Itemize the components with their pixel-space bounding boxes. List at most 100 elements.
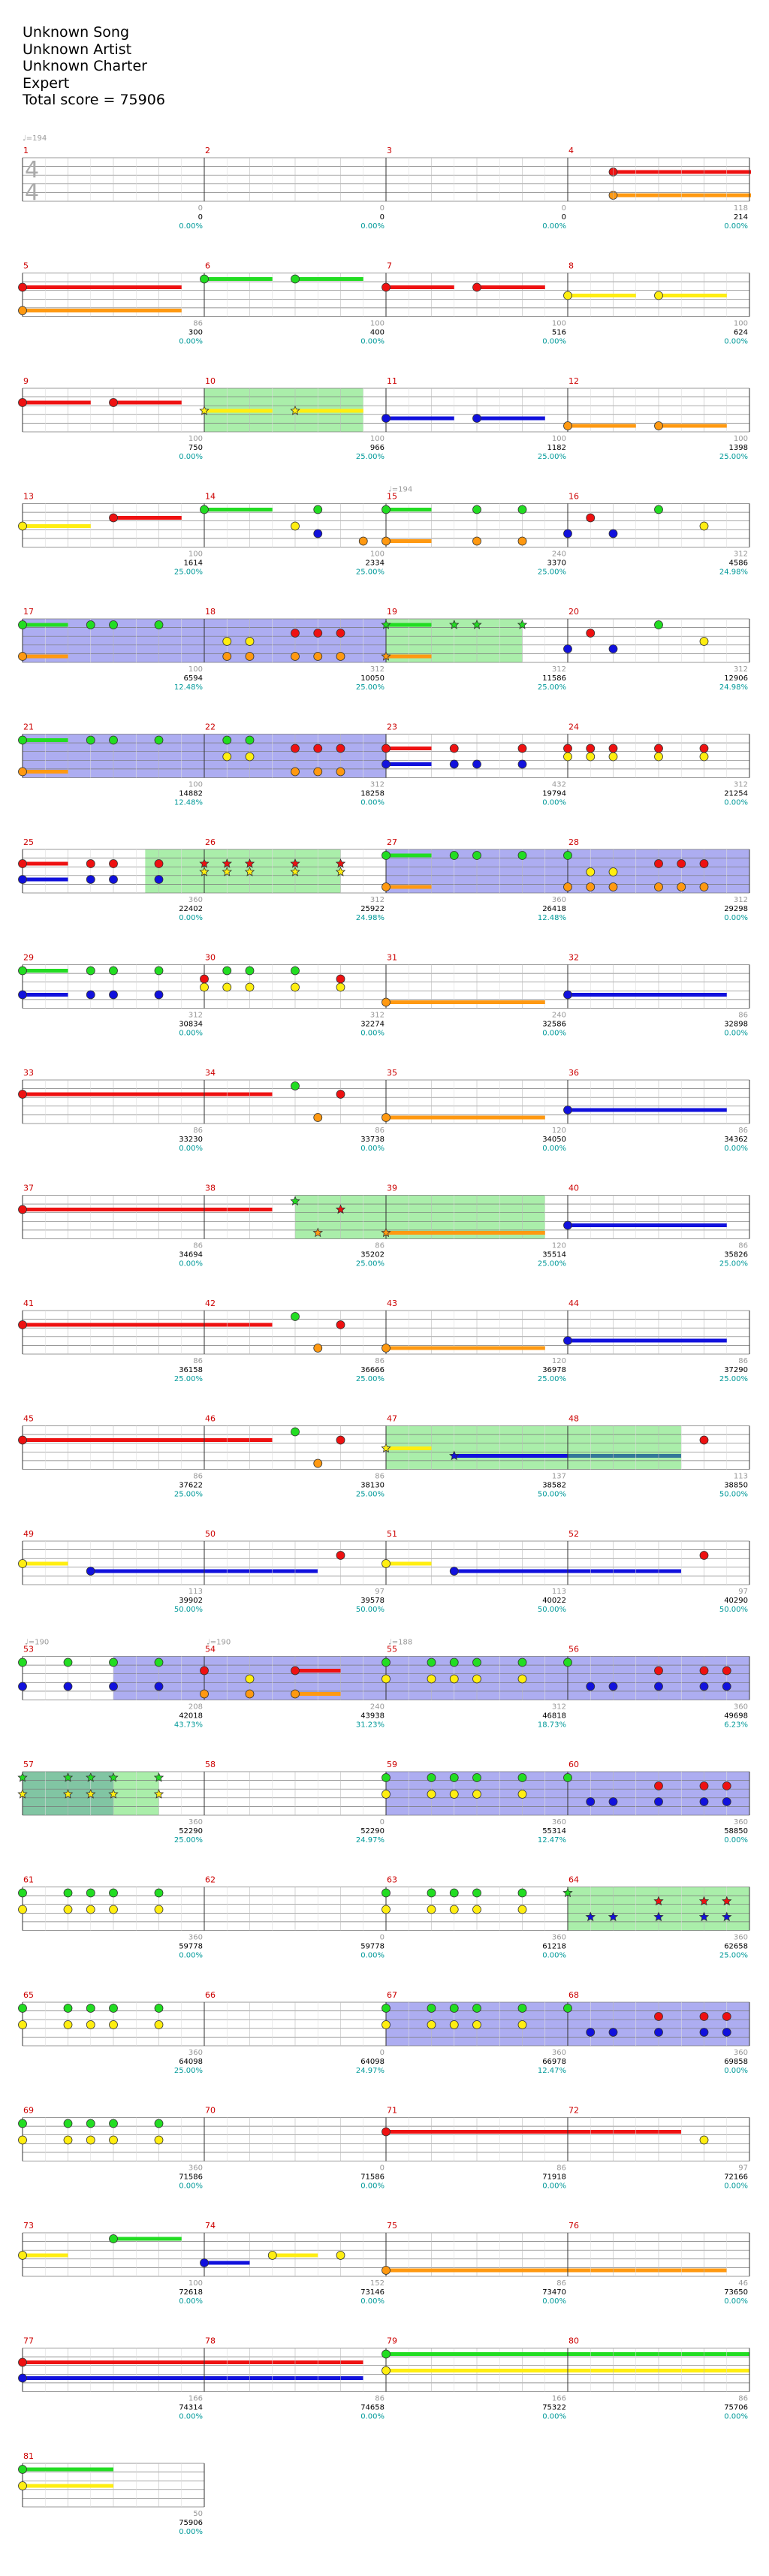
measure-number: 9: [23, 376, 29, 386]
note-gem: [381, 1559, 391, 1568]
measure-percent: 0.00%: [724, 1030, 748, 1038]
note-gem: [336, 629, 345, 638]
measure-number: 75: [387, 2221, 397, 2231]
measure-ghost-score: 50: [193, 2510, 203, 2518]
note-gem: [245, 752, 255, 762]
measure-ghost-score: 312: [734, 781, 748, 789]
note-gem: [699, 1435, 709, 1445]
measure-ghost-score: 86: [556, 2279, 566, 2288]
measure-score: 74314: [179, 2404, 203, 2412]
note-gem: [154, 1905, 164, 1914]
measure-number: 59: [387, 1760, 397, 1769]
measure-percent: 50.00%: [538, 1606, 566, 1614]
measure-percent: 0.00%: [360, 2413, 384, 2421]
measure-percent: 25.00%: [356, 1260, 384, 1268]
note-gem: [109, 966, 118, 976]
measure-number: 46: [205, 1414, 216, 1424]
note-gem: [200, 274, 209, 284]
measure-score: 0: [198, 213, 203, 222]
note-gem: [427, 1674, 436, 1684]
note-gem: [449, 744, 459, 753]
measure-number: 10: [205, 376, 216, 386]
measure-ghost-score: 86: [193, 1242, 203, 1250]
measure-score: 22402: [179, 905, 203, 913]
measure-number: 20: [568, 607, 579, 617]
measure-ghost-score: 113: [734, 1473, 748, 1481]
measure-number: 15: [387, 492, 397, 502]
measure-number: 31: [387, 953, 397, 963]
measure-percent: 50.00%: [174, 1606, 203, 1614]
measure-score: 33738: [360, 1136, 384, 1144]
note-gem: [517, 1773, 527, 1782]
measure-percent: 0.00%: [179, 2528, 203, 2536]
measure-ghost-score: 312: [370, 781, 384, 789]
star-note: [448, 1450, 460, 1461]
note-gem: [18, 735, 27, 745]
note-gem: [517, 2004, 527, 2013]
measure-ghost-score: 100: [552, 320, 566, 328]
measure-number: 5: [23, 261, 29, 271]
note-gem: [18, 282, 27, 292]
starpower-section: [145, 849, 204, 893]
note-gem: [154, 875, 164, 884]
measure-number: 71: [387, 2106, 397, 2116]
note-gem: [18, 1090, 27, 1099]
note-gem: [381, 1790, 391, 1799]
measure-percent: 0.00%: [179, 914, 203, 922]
star-note: [608, 1911, 619, 1922]
note-gem: [245, 735, 255, 745]
note-gem: [472, 536, 481, 546]
measure-ghost-score: 100: [734, 435, 748, 443]
note-gem: [245, 982, 255, 992]
measure-ghost-score: 360: [734, 1703, 748, 1712]
measure-number: 74: [205, 2221, 216, 2231]
note-gem: [586, 744, 596, 753]
measure-ghost-score: 312: [370, 1012, 384, 1020]
note-gem: [109, 990, 118, 1000]
measure-score: 33230: [179, 1136, 203, 1144]
note-gem: [18, 966, 27, 976]
note-gem: [381, 2266, 391, 2275]
note-gem: [586, 867, 596, 876]
measure-percent: 25.00%: [174, 1375, 203, 1383]
note-gem: [472, 851, 481, 860]
measure-score: 32586: [542, 1021, 566, 1029]
measure-score: 300: [188, 329, 203, 337]
star-note: [585, 1911, 596, 1922]
measure-ghost-score: 86: [738, 1012, 748, 1020]
measure-percent: 25.00%: [174, 1491, 203, 1499]
measure-number: 47: [387, 1414, 397, 1424]
measure-number: 60: [568, 1760, 579, 1769]
note-gem: [63, 1682, 73, 1691]
measure-number: 77: [23, 2336, 34, 2346]
note-gem: [86, 2135, 95, 2145]
star-note: [517, 619, 528, 629]
measure-number: 69: [23, 2106, 34, 2116]
note-gem: [449, 851, 459, 860]
measure-percent: 43.73%: [174, 1721, 203, 1730]
note-gem: [86, 1567, 95, 1576]
measure-percent: 24.97%: [356, 2067, 384, 2075]
note-gem: [472, 505, 481, 514]
note-gem: [336, 982, 345, 992]
measure-ghost-score: 312: [734, 550, 748, 559]
star-note: [244, 858, 255, 868]
measure-ghost-score: 97: [738, 1588, 748, 1596]
measure-score: 52290: [360, 1827, 384, 1835]
measure-score: 26418: [542, 905, 566, 913]
measure-ghost-score: 360: [188, 2049, 203, 2057]
tempo-marker: ♩=194: [388, 486, 412, 494]
note-gem: [267, 2251, 277, 2260]
note-gem: [654, 1666, 663, 1676]
note-gem: [381, 2004, 391, 2013]
note-gem: [200, 1689, 209, 1699]
note-gem: [109, 1658, 118, 1667]
note-gem: [18, 2373, 27, 2383]
measure-ghost-score: 86: [375, 2395, 384, 2403]
measure-number: 28: [568, 837, 579, 847]
note-gem: [381, 759, 391, 769]
note-gem: [563, 1658, 572, 1667]
star-note: [721, 1911, 732, 1922]
note-gem: [313, 1113, 323, 1122]
measure-score: 66978: [542, 2058, 566, 2066]
